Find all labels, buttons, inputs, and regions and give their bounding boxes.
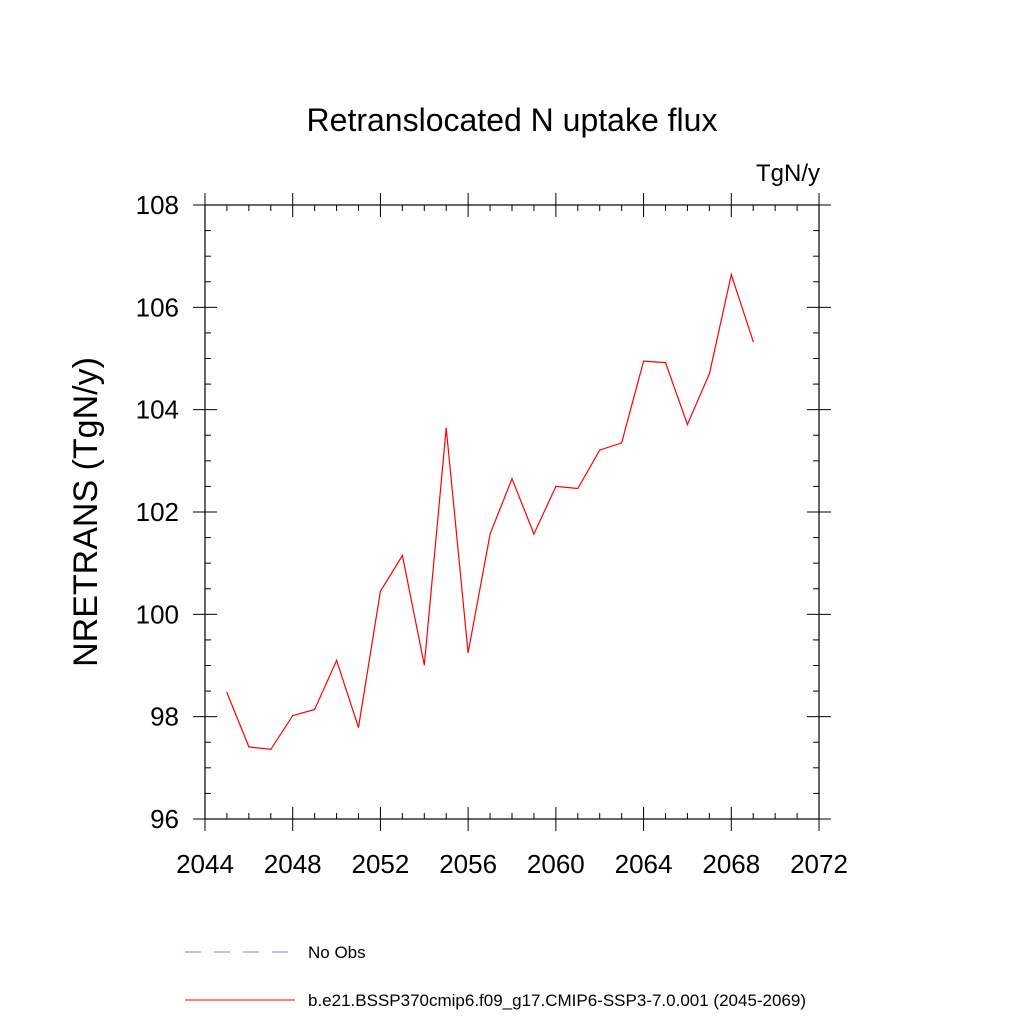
legend-label: No Obs <box>308 943 366 962</box>
y-tick-label: 102 <box>136 497 179 527</box>
x-tick-label: 2056 <box>439 849 497 879</box>
data-point <box>314 708 316 711</box>
y-tick-label: 106 <box>136 292 179 322</box>
x-tick-label: 2060 <box>527 849 585 879</box>
x-tick-label: 2052 <box>352 849 410 879</box>
data-point <box>664 362 667 364</box>
data-point <box>467 652 469 654</box>
chart-title: Retranslocated N uptake flux <box>307 102 718 138</box>
data-point <box>248 746 250 748</box>
data-point <box>336 659 338 662</box>
data-point <box>555 485 557 487</box>
data-point <box>752 341 754 343</box>
x-tick-label: 2072 <box>790 849 848 879</box>
y-tick-label: 98 <box>150 702 179 732</box>
data-point <box>511 478 513 480</box>
data-point <box>379 590 381 592</box>
data-point <box>686 423 689 426</box>
units-label: TgN/y <box>756 160 820 187</box>
x-tick-label: 2068 <box>702 849 760 879</box>
data-point <box>599 449 601 451</box>
data-point <box>621 442 623 444</box>
legend-label: b.e21.BSSP370cmip6.f09_g17.CMIP6-SSP3-7.… <box>308 991 806 1010</box>
data-point <box>445 427 447 429</box>
data-point <box>577 487 579 490</box>
data-point <box>708 373 711 375</box>
y-axis-label: NRETRANS (TgN/y) <box>67 357 105 667</box>
data-point <box>730 274 732 276</box>
x-tick-label: 2064 <box>615 849 673 879</box>
data-point <box>489 533 491 535</box>
data-point <box>357 726 360 729</box>
y-tick-label: 108 <box>136 190 179 220</box>
data-point <box>292 715 294 717</box>
data-point <box>533 533 535 535</box>
y-tick-label: 100 <box>136 599 179 629</box>
y-axis: 96 98 100 102 104 106 108 <box>136 190 831 834</box>
series-line <box>226 272 754 751</box>
x-tick-label: 2044 <box>176 849 234 879</box>
data-point <box>270 748 272 751</box>
y-tick-label: 104 <box>136 395 179 425</box>
data-point <box>226 692 228 694</box>
y-tick-label: 96 <box>150 804 179 834</box>
data-point <box>643 360 645 362</box>
x-tick-label: 2048 <box>264 849 322 879</box>
x-axis: 2044 2048 2052 2056 2060 2064 2068 2072 <box>176 193 848 879</box>
series-group <box>226 272 754 751</box>
legend: No Obs b.e21.BSSP370cmip6.f09_g17.CMIP6-S… <box>185 943 806 1010</box>
data-point <box>401 554 403 557</box>
data-point <box>423 664 425 666</box>
